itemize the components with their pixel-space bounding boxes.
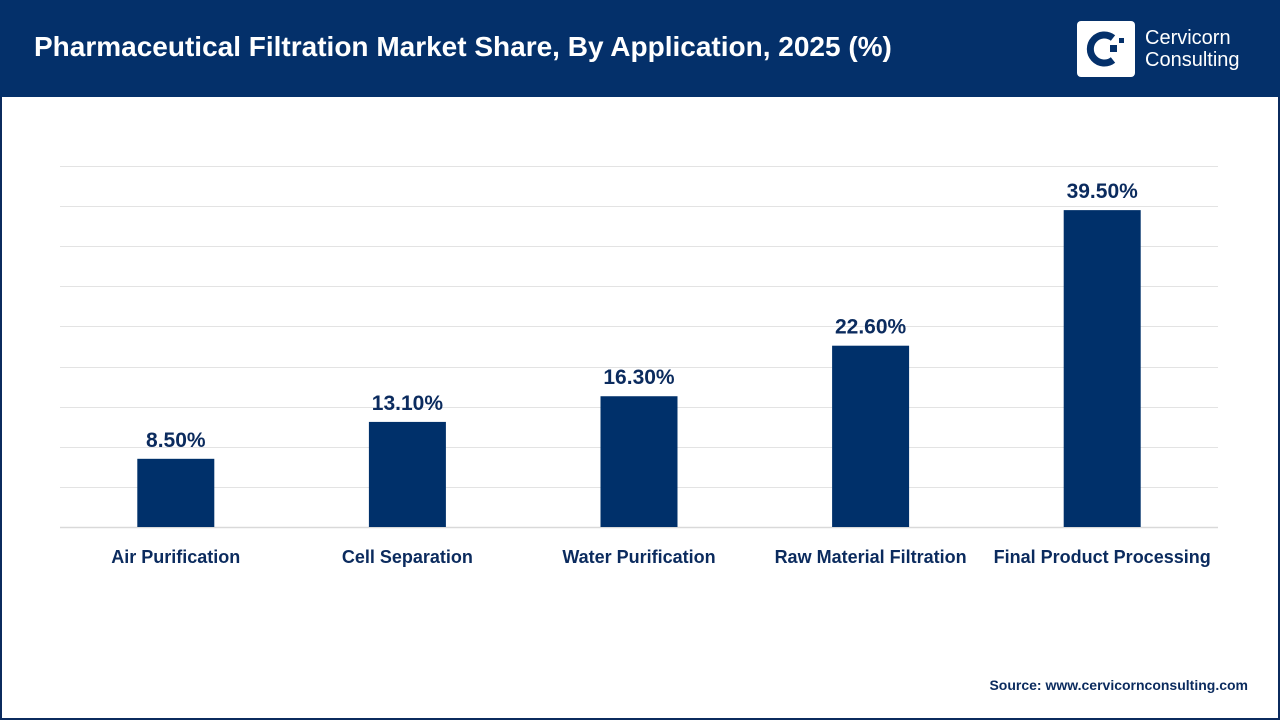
bar-2: [600, 396, 678, 527]
data-label: 16.30%: [603, 366, 675, 389]
category-label: Cell Separation: [342, 547, 473, 567]
bar-0: [137, 458, 215, 527]
bar-1: [368, 421, 446, 527]
chart-title: Pharmaceutical Filtration Market Share, …: [34, 31, 892, 62]
bar-3: [832, 345, 910, 527]
logo-line2: Consulting: [1145, 49, 1240, 71]
logo-mark-icon: [1077, 21, 1135, 77]
logo: Cervicorn Consulting: [1077, 21, 1240, 77]
header-band: Pharmaceutical Filtration Market Share, …: [0, 0, 1280, 97]
logo-line1: Cervicorn: [1145, 27, 1231, 49]
category-label: Water Purification: [562, 547, 715, 567]
data-label: 8.50%: [146, 429, 206, 452]
logo-text: Cervicorn Consulting: [1145, 27, 1240, 71]
category-label: Air Purification: [111, 547, 240, 567]
data-label: 22.60%: [835, 316, 907, 339]
category-label: Raw Material Filtration: [775, 547, 967, 567]
bar-4: [1063, 210, 1141, 527]
data-label: 39.50%: [1067, 180, 1139, 203]
data-label: 13.10%: [372, 392, 444, 415]
category-label: Final Product Processing: [994, 547, 1211, 567]
source-note: Source: www.cervicornconsulting.com: [989, 677, 1248, 693]
